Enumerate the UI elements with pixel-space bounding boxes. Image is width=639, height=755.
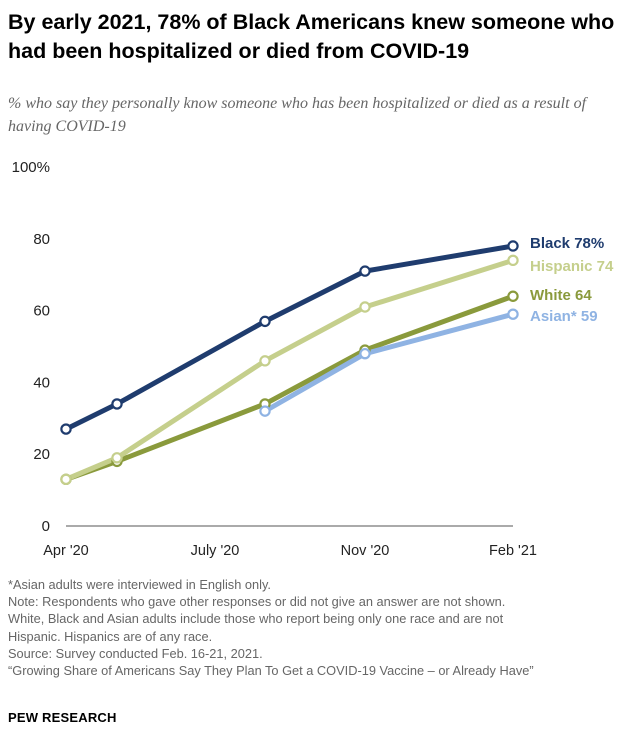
point-asian-aug-20 bbox=[259, 405, 271, 417]
series-line-white bbox=[63, 293, 516, 482]
footnote-race-1: White, Black and Asian adults include th… bbox=[8, 611, 504, 627]
series-label-white: White 64 bbox=[530, 287, 592, 304]
point-hispanic-apr-20 bbox=[60, 473, 72, 486]
series-line-hispanic bbox=[63, 257, 516, 482]
footnote-note: Note: Respondents who gave other respons… bbox=[8, 594, 506, 610]
line-chart: 0 20 40 60 80 100% Apr '20 July '20 Nov '20 Feb '… bbox=[12, 159, 614, 559]
y-tick-label-40: 40 bbox=[33, 374, 50, 391]
point-hispanic-aug-20 bbox=[259, 355, 271, 367]
x-tick-label-3: Feb '21 bbox=[489, 543, 537, 559]
pew-research-logo: PEW RESEARCH bbox=[8, 710, 117, 725]
footnote-report-title: “Growing Share of Americans Say They Pla… bbox=[8, 663, 534, 679]
y-tick-label-80: 80 bbox=[33, 231, 50, 248]
series-line-black bbox=[63, 243, 516, 432]
point-black-aug-20 bbox=[259, 315, 271, 328]
point-hispanic-may-20 bbox=[111, 452, 123, 464]
point-black-may-20 bbox=[111, 398, 123, 410]
point-black-nov-20 bbox=[359, 265, 371, 277]
point-black-feb-21 bbox=[507, 240, 519, 252]
point-black-apr-20 bbox=[60, 423, 72, 435]
point-white-feb-21 bbox=[507, 290, 519, 302]
chart-title: By early 2021, 78% of Black Americans kn… bbox=[8, 10, 615, 63]
series-line-asian bbox=[262, 311, 516, 414]
y-tick-label-100: 100% bbox=[12, 159, 50, 176]
point-asian-nov-20 bbox=[359, 347, 371, 360]
chart-subtitle: % who say they personally know someone w… bbox=[8, 95, 587, 135]
footnote-asian: *Asian adults were interviewed in Englis… bbox=[8, 577, 271, 592]
series-label-asian: Asian* 59 bbox=[530, 308, 598, 325]
x-tick-label-0: Apr '20 bbox=[43, 543, 89, 559]
series-label-hispanic: Hispanic 74 bbox=[530, 258, 614, 275]
point-hispanic-feb-21 bbox=[507, 254, 519, 267]
footnote-source: Source: Survey conducted Feb. 16-21, 202… bbox=[8, 645, 263, 661]
footnote-race-2: Hispanic. Hispanics are of any race. bbox=[8, 628, 213, 644]
x-tick-label-1: July '20 bbox=[191, 543, 240, 559]
point-hispanic-nov-20 bbox=[359, 301, 371, 313]
x-tick-label-2: Nov '20 bbox=[341, 543, 390, 559]
series-label-black: Black 78% bbox=[530, 235, 604, 252]
y-tick-label-20: 20 bbox=[33, 446, 50, 463]
point-asian-feb-21 bbox=[507, 308, 519, 320]
y-tick-label-60: 60 bbox=[33, 303, 50, 320]
y-tick-label-0: 0 bbox=[42, 518, 50, 535]
footnotes: *Asian adults were interviewed in Englis… bbox=[8, 576, 633, 679]
